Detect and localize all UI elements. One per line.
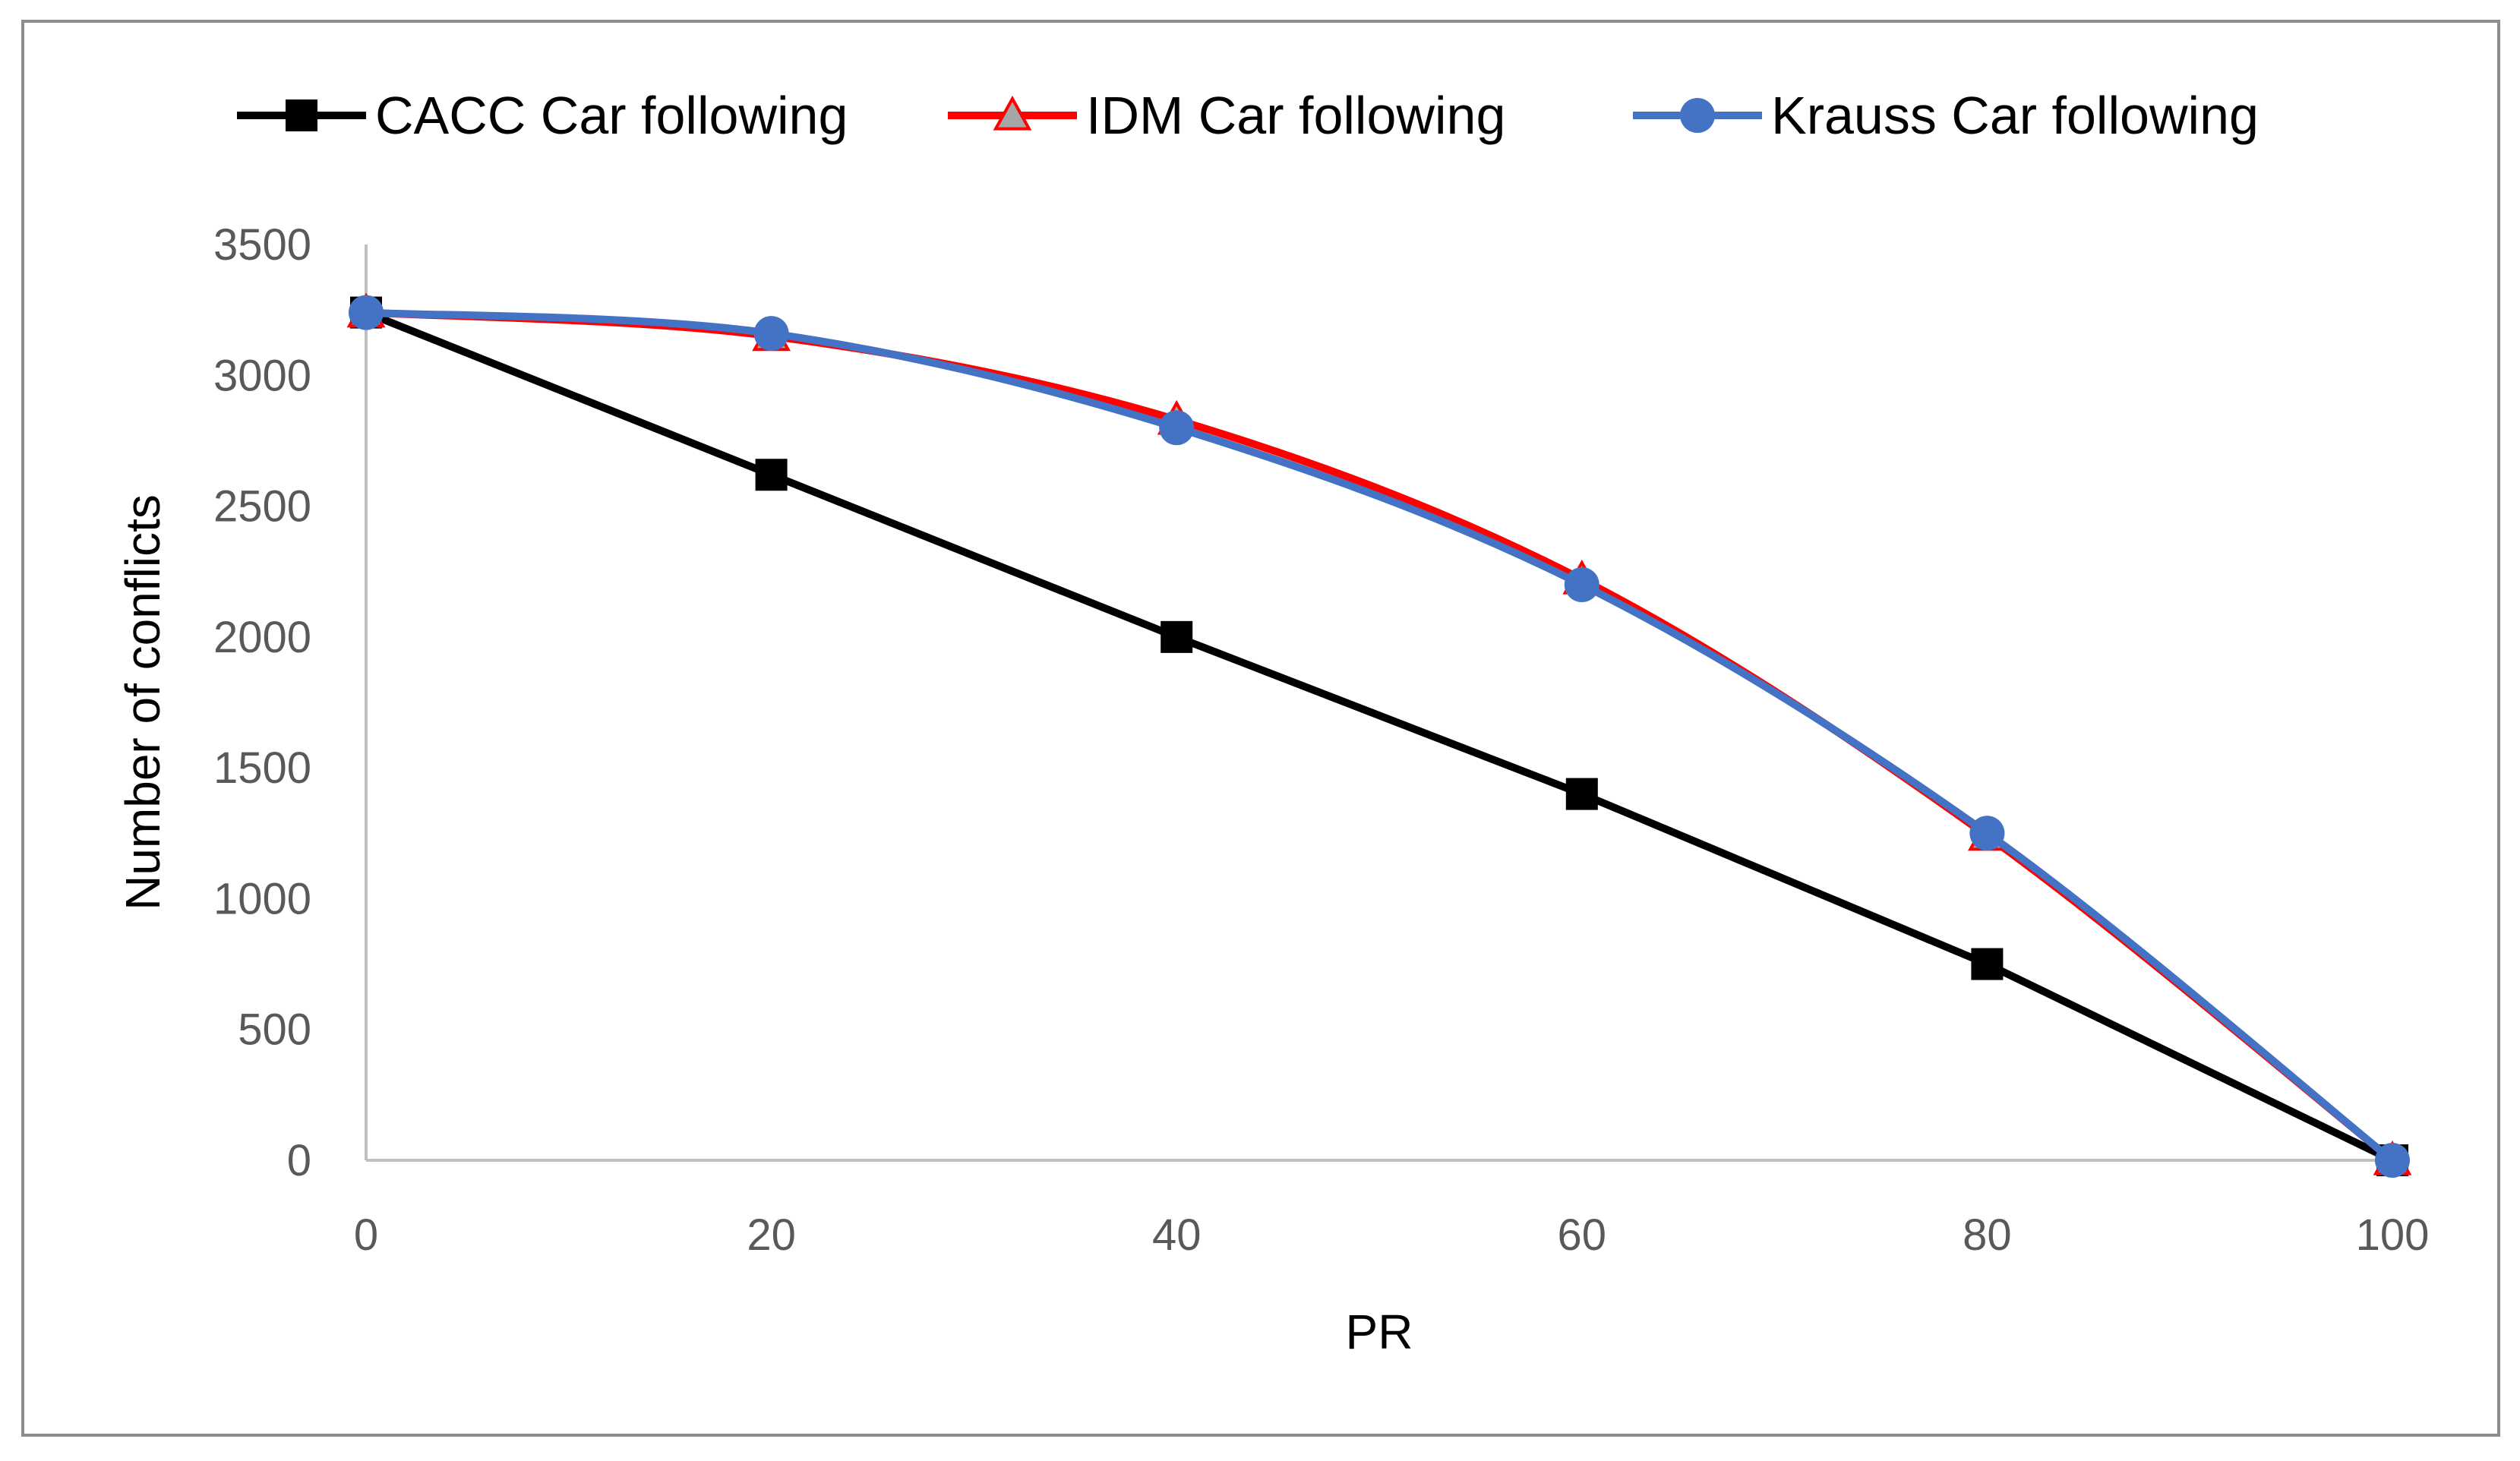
x-tick-label: 100 [2356, 1210, 2430, 1260]
y-tick-label: 3500 [213, 220, 311, 270]
legend-marker [1680, 98, 1715, 133]
x-tick-label: 0 [354, 1210, 378, 1260]
y-tick-label: 1000 [213, 874, 311, 923]
chart-border [21, 20, 2500, 1437]
y-tick-label: 2000 [213, 613, 311, 662]
series-line [362, 308, 2396, 1164]
data-point [1565, 778, 1598, 810]
legend-item: CACC Car following [237, 86, 848, 145]
legend-label: CACC Car following [375, 86, 848, 145]
legend-marker [993, 95, 1032, 131]
x-tick-label: 80 [1963, 1210, 2012, 1260]
series-krauss [349, 295, 2410, 1178]
x-tick-labels: 0 20 40 60 80 100 [354, 1210, 2430, 1260]
legend-item: Krauss Car following [1633, 86, 2259, 145]
legend-label: IDM Car following [1086, 86, 1505, 145]
data-point [349, 295, 384, 330]
data-point [1971, 948, 2004, 980]
x-tick-label: 20 [747, 1210, 796, 1260]
y-tick-label: 2500 [213, 482, 311, 532]
data-point [1564, 566, 1599, 602]
y-tick-label: 1500 [213, 743, 311, 793]
x-axis-title: PR [1346, 1305, 1413, 1359]
y-tick-labels: 0 500 1000 1500 2000 2500 3000 3500 [213, 220, 311, 1185]
legend-item: IDM Car following [948, 86, 1505, 145]
y-tick-label: 500 [238, 1005, 311, 1055]
y-tick-label: 3000 [213, 351, 311, 400]
data-point [1159, 410, 1195, 446]
legend-marker [286, 99, 317, 131]
series-line [362, 308, 2396, 1164]
y-axis-title: Number of conflicts [115, 494, 170, 910]
x-tick-label: 60 [1558, 1210, 1607, 1260]
legend-label: Krauss Car following [1771, 86, 2259, 145]
x-tick-label: 40 [1152, 1210, 1202, 1260]
data-point [755, 459, 788, 491]
data-point [1161, 620, 1193, 653]
data-point [1969, 816, 2005, 851]
data-point [753, 316, 789, 352]
y-tick-label: 0 [287, 1136, 311, 1185]
legend: CACC Car following IDM Car following Kraus… [237, 86, 2259, 145]
series-layer [346, 292, 2412, 1178]
data-point [2375, 1143, 2410, 1178]
